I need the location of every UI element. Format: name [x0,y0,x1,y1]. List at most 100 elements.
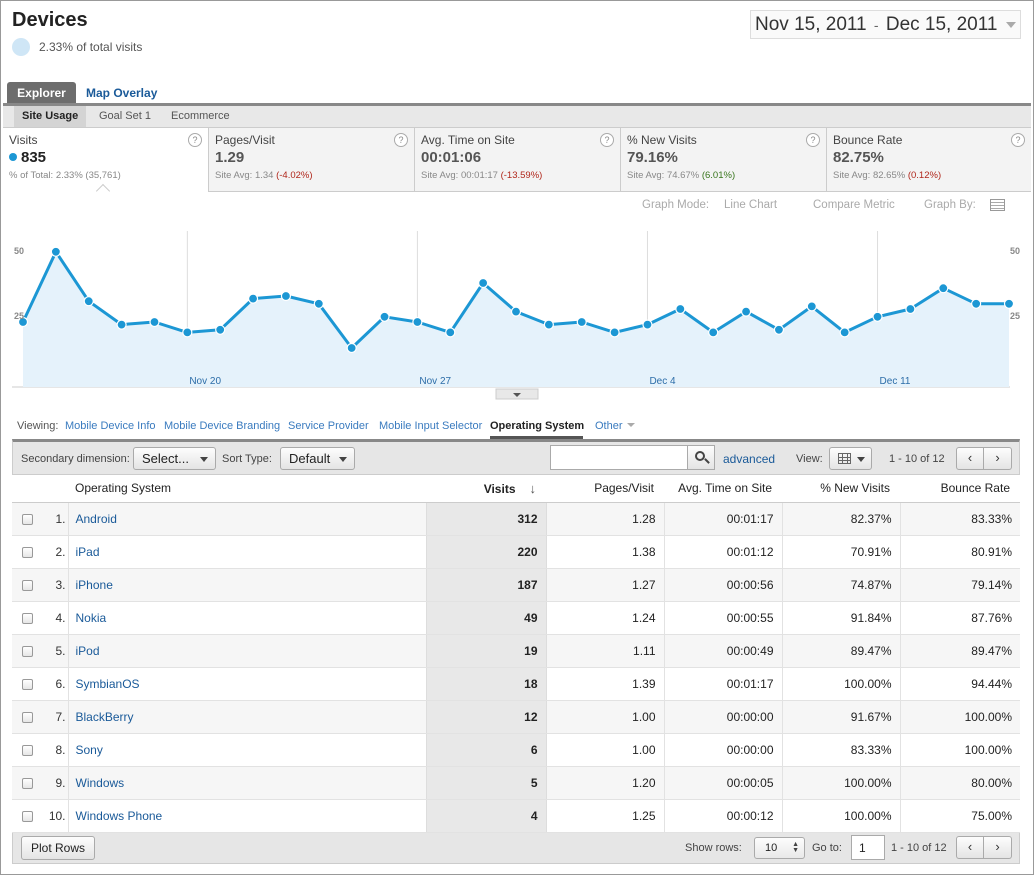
chart-point[interactable] [50,246,61,257]
row-checkbox[interactable] [21,645,33,657]
help-icon[interactable]: ? [394,133,408,147]
os-name-link[interactable]: Sony [67,733,426,767]
row-checkbox[interactable] [21,711,33,723]
metric-visits[interactable]: Visits 835 % of Total: 2.33% (35,761) ? [3,128,209,192]
compare-metric-button[interactable]: Compare Metric [813,199,895,211]
graph-mode-select[interactable]: Line Chart [724,199,778,211]
view-mobile-device-info[interactable]: Mobile Device Info [65,420,156,432]
chart-y-tick-label: 25 [1010,311,1020,321]
help-icon[interactable]: ? [806,133,820,147]
chart-point[interactable] [576,316,587,328]
view-other-dropdown[interactable]: Other [595,420,635,432]
view-mobile-input-selector[interactable]: Mobile Input Selector [379,420,483,432]
column-header-pages-visit[interactable]: Pages/Visit [546,475,664,503]
row-checkbox[interactable] [21,579,33,591]
plot-rows-button[interactable]: Plot Rows [21,836,96,860]
chart-point[interactable] [839,327,850,338]
chart-point[interactable] [445,327,456,338]
chart-point[interactable] [609,327,620,338]
view-other-label: Other [595,420,623,432]
help-icon[interactable]: ? [188,133,202,147]
chart-point[interactable] [215,324,226,335]
chart-point[interactable] [17,316,29,328]
chart-point[interactable] [182,327,193,338]
next-page-button[interactable]: › [984,447,1012,470]
chart-point[interactable] [149,316,160,328]
chart-point[interactable] [478,277,489,289]
metric-pages-visit[interactable]: Pages/Visit 1.29 Site Avg: 1.34 (-4.02%)… [209,128,415,191]
chart-point[interactable] [905,303,916,315]
tab-map-overlay[interactable]: Map Overlay [86,86,158,100]
row-checkbox[interactable] [21,513,33,525]
row-checkbox[interactable] [21,612,33,624]
row-checkbox[interactable] [21,546,33,558]
os-name-link[interactable]: SymbianOS [67,667,426,701]
help-icon[interactable]: ? [600,133,614,147]
chart-point[interactable] [971,298,982,309]
chart-point[interactable] [543,319,554,330]
column-header-operating-system[interactable]: Operating System [68,475,426,503]
chart-point[interactable] [872,311,883,322]
sort-type-select[interactable]: Default [280,447,355,470]
metric-new-visits[interactable]: % New Visits 79.16% Site Avg: 74.67% (6.… [621,128,827,191]
view-operating-system[interactable]: Operating System [490,420,585,432]
graph-by-icon[interactable] [990,199,1005,211]
column-header-avg-time[interactable]: Avg. Time on Site [664,475,782,503]
advanced-filter-link[interactable]: advanced [723,452,776,466]
footer-next-page-button[interactable]: › [984,836,1012,859]
metric-avg-time[interactable]: Avg. Time on Site 00:01:06 Site Avg: 00:… [415,128,621,191]
chart-point[interactable] [83,296,94,307]
search-input[interactable] [551,446,687,469]
view-mobile-device-branding[interactable]: Mobile Device Branding [164,420,281,432]
os-name-link[interactable]: Nokia [67,601,426,635]
metric-bounce-rate[interactable]: Bounce Rate 82.75% Site Avg: 82.65% (0.1… [827,128,1031,191]
tab-explorer[interactable]: Explorer [7,82,76,104]
chart-point[interactable] [510,306,522,317]
os-name-link[interactable]: BlackBerry [67,700,426,734]
secondary-dimension-select[interactable]: Select... [133,447,216,470]
chart-point[interactable] [708,327,719,338]
chart-point[interactable] [938,283,949,294]
date-range-picker[interactable]: Nov 15, 2011 - Dec 15, 2011 [750,10,1021,39]
os-name-link[interactable]: Windows [67,766,426,800]
row-checkbox[interactable] [21,678,33,690]
column-header-visits[interactable]: Visits ↓ [426,475,546,503]
os-name-link[interactable]: iPhone [67,568,426,602]
os-name-link[interactable]: iPad [67,535,426,569]
row-checkbox[interactable] [21,777,33,789]
chart-resize-handle[interactable] [495,388,539,400]
chart-point[interactable] [313,298,324,309]
os-name-link[interactable]: Windows Phone [67,799,426,833]
goto-page-input[interactable]: 1 [851,835,885,860]
row-checkbox[interactable] [21,744,33,756]
search-button[interactable] [687,446,714,469]
column-header-new-visits[interactable]: % New Visits [782,475,900,503]
chart-point[interactable] [1003,298,1015,309]
chart-point[interactable] [280,290,292,302]
column-header-visits-label: Visits [483,481,516,496]
chart-point[interactable] [675,303,686,315]
os-name-link[interactable]: iPod [67,634,426,668]
subtab-ecommerce[interactable]: Ecommerce [171,110,230,122]
help-icon[interactable]: ? [1011,133,1025,147]
row-number: 6. [42,667,68,701]
chart-point[interactable] [247,293,259,304]
row-checkbox[interactable] [21,810,33,822]
view-service-provider[interactable]: Service Provider [288,420,369,432]
chart-point[interactable] [806,301,817,312]
column-header-bounce-rate[interactable]: Bounce Rate [900,475,1020,503]
table-view-select[interactable] [829,447,872,470]
subtab-goal-set-1[interactable]: Goal Set 1 [99,110,151,122]
chart-point[interactable] [116,319,127,330]
previous-page-button[interactable]: ‹ [956,447,984,470]
chart-point[interactable] [379,311,390,322]
chart-point[interactable] [346,342,357,354]
chart-point[interactable] [642,319,653,330]
chart-point[interactable] [740,306,752,317]
chart-point[interactable] [412,316,423,328]
chart-point[interactable] [773,324,785,335]
os-name-link[interactable]: Android [67,502,426,536]
subtab-site-usage[interactable]: Site Usage [14,106,87,127]
show-rows-select[interactable]: 10 ▲ ▼ [754,837,805,859]
footer-previous-page-button[interactable]: ‹ [956,836,984,859]
